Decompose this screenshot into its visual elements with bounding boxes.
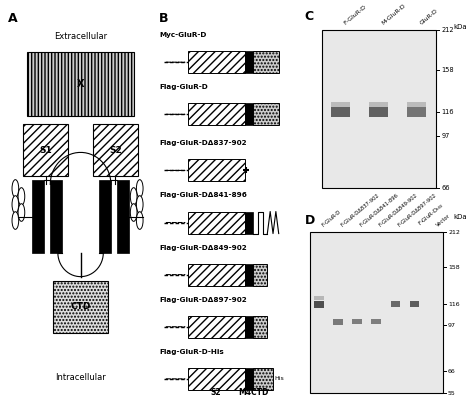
Bar — [245, 264, 253, 285]
Bar — [407, 107, 427, 117]
Bar — [23, 124, 68, 176]
Text: Myc-GluR-D: Myc-GluR-D — [159, 32, 207, 38]
Text: Extracellular: Extracellular — [54, 32, 107, 41]
Bar — [322, 30, 436, 189]
Text: F-GluR-D$_{HIS}$: F-GluR-D$_{HIS}$ — [416, 201, 446, 228]
Text: F-GluR-D: F-GluR-D — [343, 4, 367, 26]
Text: D: D — [304, 214, 315, 227]
Bar — [253, 103, 279, 125]
Text: 116: 116 — [448, 301, 460, 307]
Text: 158: 158 — [448, 265, 460, 270]
Text: F-GluR-D: F-GluR-D — [321, 209, 342, 228]
Bar — [99, 180, 111, 253]
Text: GluR-D: GluR-D — [419, 8, 438, 26]
Text: 55: 55 — [448, 391, 456, 396]
Text: Flag-GluR-DΔ897-902: Flag-GluR-DΔ897-902 — [159, 297, 247, 303]
Bar — [369, 107, 388, 117]
Circle shape — [18, 204, 25, 221]
Bar — [407, 102, 427, 107]
Text: F-GluR-DΔ849-902: F-GluR-DΔ849-902 — [378, 193, 419, 228]
Text: C: C — [304, 10, 314, 23]
Text: 158: 158 — [441, 67, 454, 73]
Bar — [410, 301, 419, 307]
Bar — [53, 281, 108, 333]
Bar — [245, 51, 253, 73]
Bar — [331, 102, 350, 107]
Text: kDa: kDa — [454, 24, 467, 30]
Bar — [369, 102, 388, 107]
Bar — [253, 368, 273, 390]
Bar — [93, 124, 138, 176]
Text: F-GluR-DΔ837-902: F-GluR-DΔ837-902 — [340, 193, 381, 228]
Text: B: B — [159, 12, 169, 25]
Bar — [314, 301, 324, 308]
Bar — [188, 368, 245, 390]
Text: F-GluR-DΔ897-902: F-GluR-DΔ897-902 — [397, 193, 438, 228]
Circle shape — [137, 180, 143, 197]
Circle shape — [137, 212, 143, 229]
Text: kDa: kDa — [454, 214, 467, 220]
Text: A: A — [8, 12, 18, 25]
Bar — [253, 264, 267, 285]
Text: X: X — [77, 79, 84, 89]
Circle shape — [12, 212, 18, 229]
Bar — [32, 180, 44, 253]
Text: S2: S2 — [109, 146, 122, 155]
Text: 116: 116 — [441, 109, 454, 115]
Bar — [322, 30, 436, 189]
Bar — [188, 264, 245, 285]
Bar — [372, 319, 381, 324]
Circle shape — [18, 188, 25, 205]
Bar — [253, 316, 267, 338]
Text: 212: 212 — [441, 27, 454, 33]
Text: CTD: CTD — [71, 302, 91, 311]
Text: M-GluR-D: M-GluR-D — [381, 3, 407, 26]
Circle shape — [130, 188, 137, 205]
Text: 66: 66 — [448, 369, 456, 374]
Bar — [50, 180, 63, 253]
Text: Vector: Vector — [435, 213, 451, 228]
Text: 97: 97 — [448, 323, 456, 328]
Text: His: His — [274, 376, 284, 381]
Bar — [253, 51, 279, 73]
Text: S2: S2 — [211, 388, 221, 397]
Bar — [188, 211, 245, 234]
Bar — [188, 51, 245, 73]
Bar — [245, 368, 253, 390]
Bar — [331, 107, 350, 117]
Bar — [117, 180, 129, 253]
Bar — [310, 232, 443, 393]
Text: M4CTD: M4CTD — [238, 388, 268, 397]
Circle shape — [137, 196, 143, 213]
Bar — [188, 160, 245, 182]
Text: 66: 66 — [441, 185, 450, 191]
Text: Flag-GluR-D-His: Flag-GluR-D-His — [159, 349, 224, 355]
Circle shape — [12, 196, 18, 213]
Bar — [353, 319, 362, 324]
Text: 212: 212 — [448, 229, 460, 235]
Bar — [188, 103, 245, 125]
Text: 97: 97 — [441, 133, 449, 139]
Bar — [314, 296, 324, 300]
Text: Flag-GluR-DΔ849-902: Flag-GluR-DΔ849-902 — [159, 245, 247, 251]
Bar — [245, 316, 253, 338]
Text: F-GluR-DΔ841-896: F-GluR-DΔ841-896 — [359, 193, 400, 228]
Bar — [391, 301, 400, 307]
Text: S1: S1 — [39, 146, 52, 155]
Bar — [245, 103, 253, 125]
Bar — [245, 211, 253, 234]
Circle shape — [130, 204, 137, 221]
Text: Intracellular: Intracellular — [55, 373, 106, 382]
Text: Flag-GluR-DΔ841-896: Flag-GluR-DΔ841-896 — [159, 193, 247, 198]
Bar — [333, 319, 343, 325]
Circle shape — [12, 180, 18, 197]
Text: Flag-GluR-D: Flag-GluR-D — [159, 84, 208, 90]
Bar — [27, 52, 134, 116]
Bar — [188, 316, 245, 338]
Text: Flag-GluR-DΔ837-902: Flag-GluR-DΔ837-902 — [159, 140, 247, 146]
